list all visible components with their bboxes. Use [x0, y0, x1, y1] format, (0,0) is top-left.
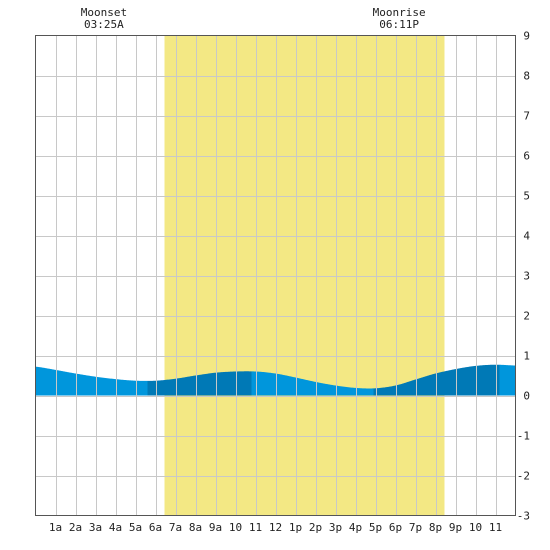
daylight-band: [164, 35, 445, 516]
x-tick-label: 9a: [209, 521, 222, 534]
y-tick-label: 2: [523, 310, 530, 323]
grid-layer: [35, 35, 516, 516]
y-tick-label: -3: [517, 510, 530, 523]
y-tick-label: 4: [523, 230, 530, 243]
x-tick-label: 8p: [429, 521, 442, 534]
x-tick-label: 6a: [149, 521, 162, 534]
y-tick-label: 9: [523, 30, 530, 43]
x-tick-label: 5p: [369, 521, 382, 534]
x-tick-label: 7p: [409, 521, 422, 534]
x-tick-label: 7a: [169, 521, 182, 534]
tide-area-segment: [147, 371, 252, 396]
x-tick-label: 3p: [329, 521, 342, 534]
x-tick-label: 5a: [129, 521, 142, 534]
x-tick-label: 2a: [69, 521, 82, 534]
x-tick-label: 4a: [109, 521, 122, 534]
y-tick-label: 7: [523, 110, 530, 123]
tide-layer: [35, 364, 516, 396]
moon-event-time: 06:11P: [379, 18, 419, 31]
moon-event-label: Moonrise: [373, 6, 426, 19]
tide-area-segment: [251, 371, 374, 396]
x-tick-label: 11: [489, 521, 502, 534]
x-tick-label: 9p: [449, 521, 462, 534]
x-tick-label: 12: [269, 521, 282, 534]
x-tick-label: 1p: [289, 521, 302, 534]
moon-event-label: Moonset: [81, 6, 127, 19]
x-tick-label: 11: [249, 521, 262, 534]
y-tick-label: 5: [523, 190, 530, 203]
tide-area-segment: [499, 364, 516, 396]
x-tick-label: 6p: [389, 521, 402, 534]
x-tick-label: 1a: [49, 521, 62, 534]
y-tick-label: 1: [523, 350, 530, 363]
y-tick-label: -1: [517, 430, 530, 443]
x-tick-label: 8a: [189, 521, 202, 534]
x-tick-label: 4p: [349, 521, 362, 534]
plot-frame: [35, 35, 516, 516]
daylight-layer: [164, 35, 445, 516]
x-tick-label: 3a: [89, 521, 102, 534]
y-tick-label: -2: [517, 470, 530, 483]
moon-event-time: 03:25A: [84, 18, 124, 31]
x-tick-label: 10: [469, 521, 482, 534]
tide-area-segment: [35, 366, 148, 396]
y-tick-label: 0: [523, 390, 530, 403]
x-tick-label: 10: [229, 521, 242, 534]
x-tick-label: 2p: [309, 521, 322, 534]
y-tick-label: 8: [523, 70, 530, 83]
y-tick-label: 6: [523, 150, 530, 163]
y-tick-label: 3: [523, 270, 530, 283]
